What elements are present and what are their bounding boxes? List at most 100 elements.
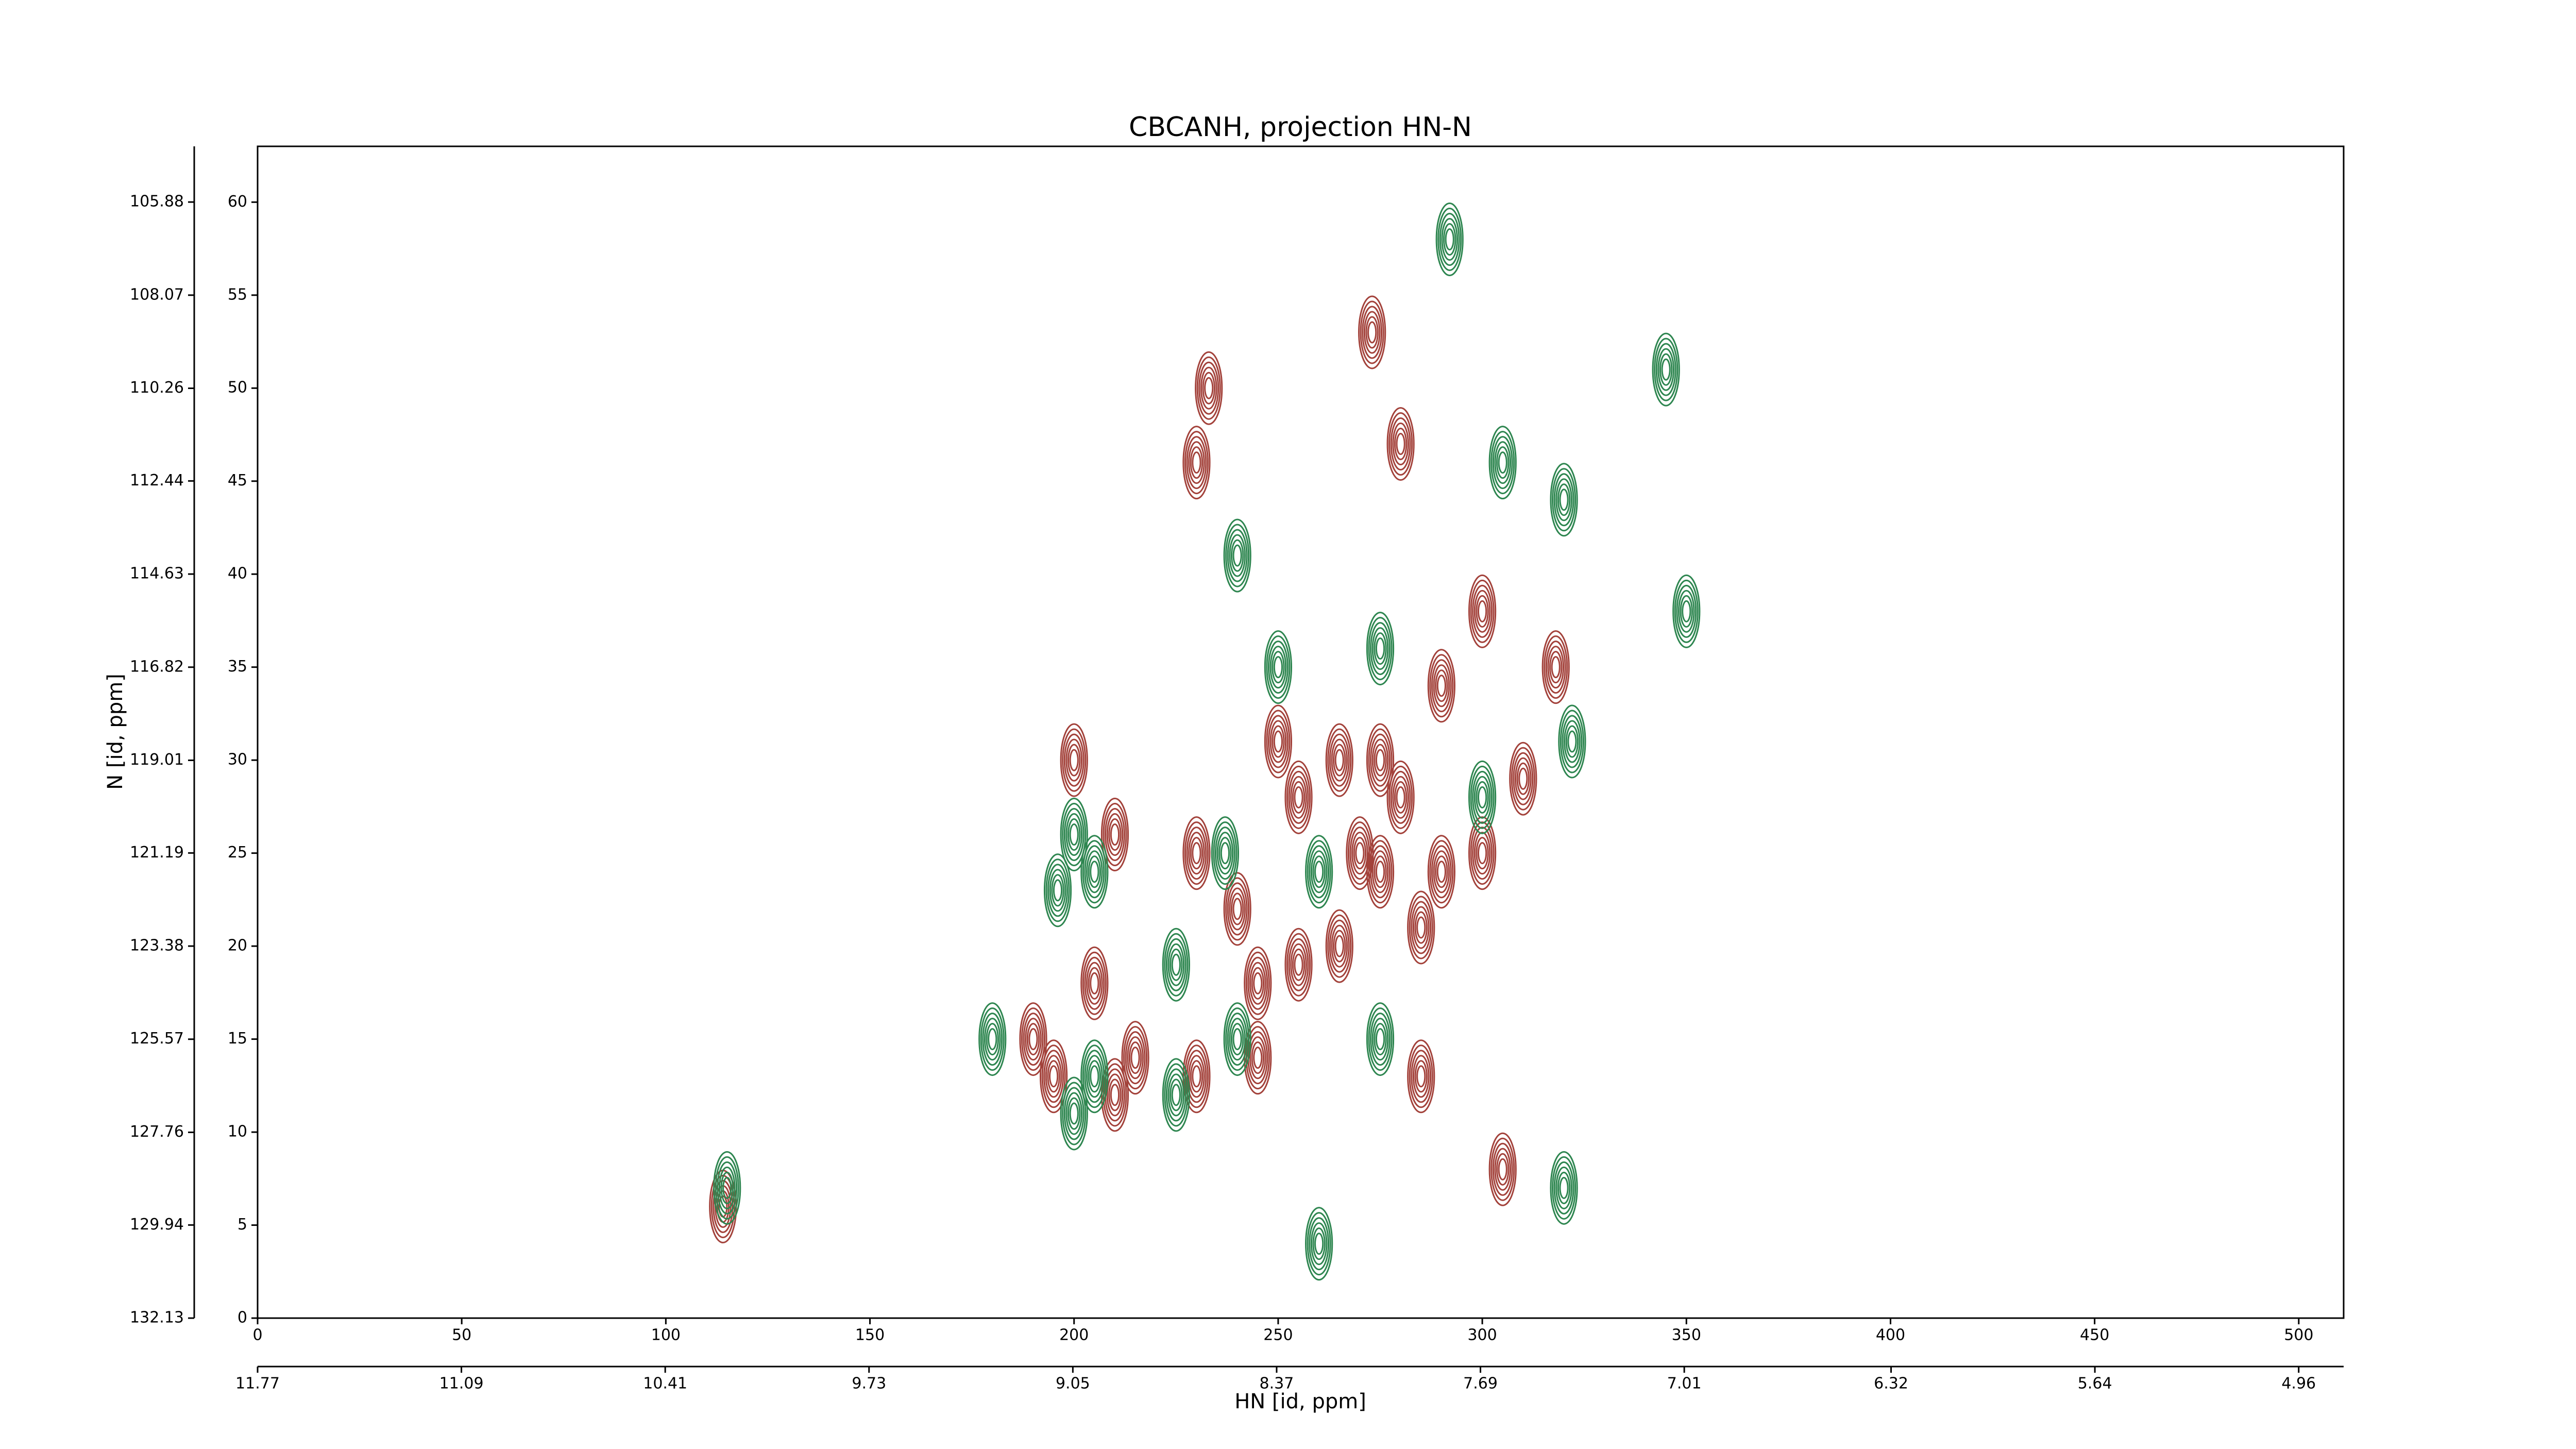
contour-ring (1547, 646, 1565, 689)
contour-ring (1266, 710, 1291, 773)
contour-ring (1375, 861, 1385, 883)
contour-ring (1366, 1002, 1395, 1076)
y-tick-label: 0 (238, 1309, 247, 1327)
contour-ring (1082, 840, 1107, 904)
contour-ring (1128, 1041, 1142, 1074)
peak (1366, 723, 1395, 797)
contour-ring (1165, 938, 1187, 991)
contour-ring (1559, 1176, 1569, 1199)
contour-ring (1371, 850, 1389, 894)
contour-ring (1192, 842, 1201, 865)
contour-ring (1416, 1065, 1426, 1088)
contour-ring (1063, 733, 1084, 787)
x-tick-label: 400 (1876, 1326, 1905, 1344)
contour-ring (1288, 770, 1309, 824)
contour-ring (1427, 649, 1455, 723)
peak (1121, 1021, 1149, 1095)
contour-ring (1164, 1063, 1189, 1127)
contour-ring (1188, 1055, 1205, 1098)
contour-ring (1264, 704, 1293, 779)
contour-ring (1468, 760, 1497, 834)
contour-ring (1041, 1044, 1066, 1108)
contour-ring (1251, 1041, 1265, 1074)
peak (1558, 704, 1586, 779)
x-tick-label: 500 (2284, 1326, 2313, 1344)
contour-ring (1375, 1028, 1385, 1051)
plot-frame (257, 145, 2345, 1319)
contour-ring (1368, 617, 1393, 681)
contour-ring (1060, 798, 1088, 872)
contour-ring (1121, 1021, 1149, 1095)
contour-ring (1290, 943, 1307, 986)
contour-ring (1412, 1055, 1430, 1098)
contour-ring (1105, 808, 1125, 862)
contour-ring (1294, 786, 1303, 808)
peak (1427, 649, 1455, 723)
contour-ring (1088, 855, 1101, 888)
contour-ring (1080, 835, 1109, 909)
contour-ring (1565, 725, 1579, 758)
contour-ring (1409, 896, 1433, 959)
contour-ring (1411, 1050, 1432, 1103)
peak (1488, 426, 1517, 500)
peak (1060, 798, 1088, 872)
peak (1541, 630, 1570, 704)
contour-ring (1218, 837, 1232, 870)
contour-ring (1371, 738, 1389, 782)
y2-tick-label: 105.88 (130, 193, 184, 211)
contour-ring (1253, 1047, 1263, 1069)
contour-ring (1677, 589, 1695, 633)
contour-ring (1411, 901, 1432, 954)
contour-ring (1047, 1060, 1060, 1093)
x-tick-label: 250 (1263, 1326, 1293, 1344)
contour-ring (1307, 1212, 1331, 1276)
contour-ring (988, 1028, 997, 1051)
contour-ring (1374, 1023, 1387, 1056)
contour-ring (1182, 816, 1211, 890)
contour-ring (1130, 1047, 1140, 1069)
contour-ring (1182, 426, 1211, 500)
contour-ring (1567, 730, 1577, 753)
contour-ring (1374, 632, 1387, 665)
contour-ring (1211, 816, 1240, 890)
contour-ring (1171, 1084, 1181, 1106)
contour-ring (1247, 956, 1268, 1010)
peak (1550, 1151, 1578, 1225)
contour-ring (1067, 1097, 1081, 1130)
contour-ring (1478, 786, 1487, 808)
contour-ring (1473, 776, 1491, 819)
contour-ring (1435, 855, 1448, 888)
peak (1182, 426, 1211, 500)
peak (1366, 1002, 1395, 1076)
x-tick-label: 350 (1672, 1326, 1701, 1344)
contour-ring (1550, 463, 1578, 537)
contour-ring (1200, 366, 1217, 410)
contour-ring (1431, 659, 1452, 713)
peak (1509, 742, 1537, 816)
contour-ring (1043, 1050, 1064, 1103)
contour-ring (1047, 864, 1068, 917)
peak (978, 1002, 1007, 1076)
contour-ring (1327, 728, 1352, 792)
contour-ring (1680, 595, 1693, 628)
contour-ring (1245, 951, 1270, 1015)
contour-ring (1396, 433, 1405, 456)
contour-ring (1170, 1079, 1183, 1111)
contour-ring (1053, 879, 1063, 902)
contour-ring (1478, 842, 1487, 865)
contour-ring (1472, 770, 1493, 824)
contour-ring (1229, 1018, 1246, 1061)
contour-ring (1659, 353, 1673, 386)
contour-ring (1184, 821, 1209, 885)
y2-tick-label: 119.01 (130, 751, 184, 769)
contour-ring (1314, 1233, 1324, 1255)
peak (1060, 723, 1088, 797)
contour-ring (1370, 845, 1391, 899)
contour-ring (1065, 738, 1083, 782)
peak (1100, 798, 1129, 872)
contour-ring (1065, 1092, 1083, 1135)
contour-ring (1305, 1207, 1333, 1281)
contour-ring (1560, 710, 1584, 773)
contour-ring (1416, 916, 1426, 939)
contour-ring (1555, 1166, 1572, 1209)
